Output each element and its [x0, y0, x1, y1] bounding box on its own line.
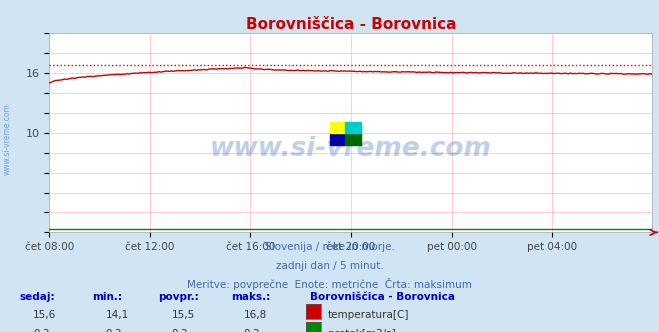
- Text: 0,3: 0,3: [105, 329, 122, 332]
- Text: maks.:: maks.:: [231, 292, 270, 302]
- Text: zadnji dan / 5 minut.: zadnji dan / 5 minut.: [275, 261, 384, 271]
- Text: Meritve: povprečne  Enote: metrične  Črta: maksimum: Meritve: povprečne Enote: metrične Črta:…: [187, 278, 472, 290]
- Text: 15,5: 15,5: [171, 310, 194, 320]
- Text: 15,6: 15,6: [33, 310, 56, 320]
- Text: 0,3: 0,3: [33, 329, 49, 332]
- Bar: [345, 122, 361, 133]
- Text: Borovniščica - Borovnica: Borovniščica - Borovnica: [310, 292, 455, 302]
- Text: www.si-vreme.com: www.si-vreme.com: [3, 104, 12, 175]
- Text: Slovenija / reke in morje.: Slovenija / reke in morje.: [264, 242, 395, 252]
- Bar: [345, 133, 361, 145]
- Text: 14,1: 14,1: [105, 310, 129, 320]
- Text: povpr.:: povpr.:: [158, 292, 199, 302]
- Text: 0,3: 0,3: [244, 329, 260, 332]
- Title: Borovniščica - Borovnica: Borovniščica - Borovnica: [246, 17, 456, 32]
- Text: 0,3: 0,3: [171, 329, 188, 332]
- Text: 16,8: 16,8: [244, 310, 267, 320]
- Text: temperatura[C]: temperatura[C]: [328, 310, 410, 320]
- Text: pretok[m3/s]: pretok[m3/s]: [328, 329, 396, 332]
- Bar: [330, 133, 345, 145]
- Text: sedaj:: sedaj:: [20, 292, 55, 302]
- Text: www.si-vreme.com: www.si-vreme.com: [210, 136, 492, 162]
- Text: min.:: min.:: [92, 292, 123, 302]
- Bar: [330, 122, 345, 133]
